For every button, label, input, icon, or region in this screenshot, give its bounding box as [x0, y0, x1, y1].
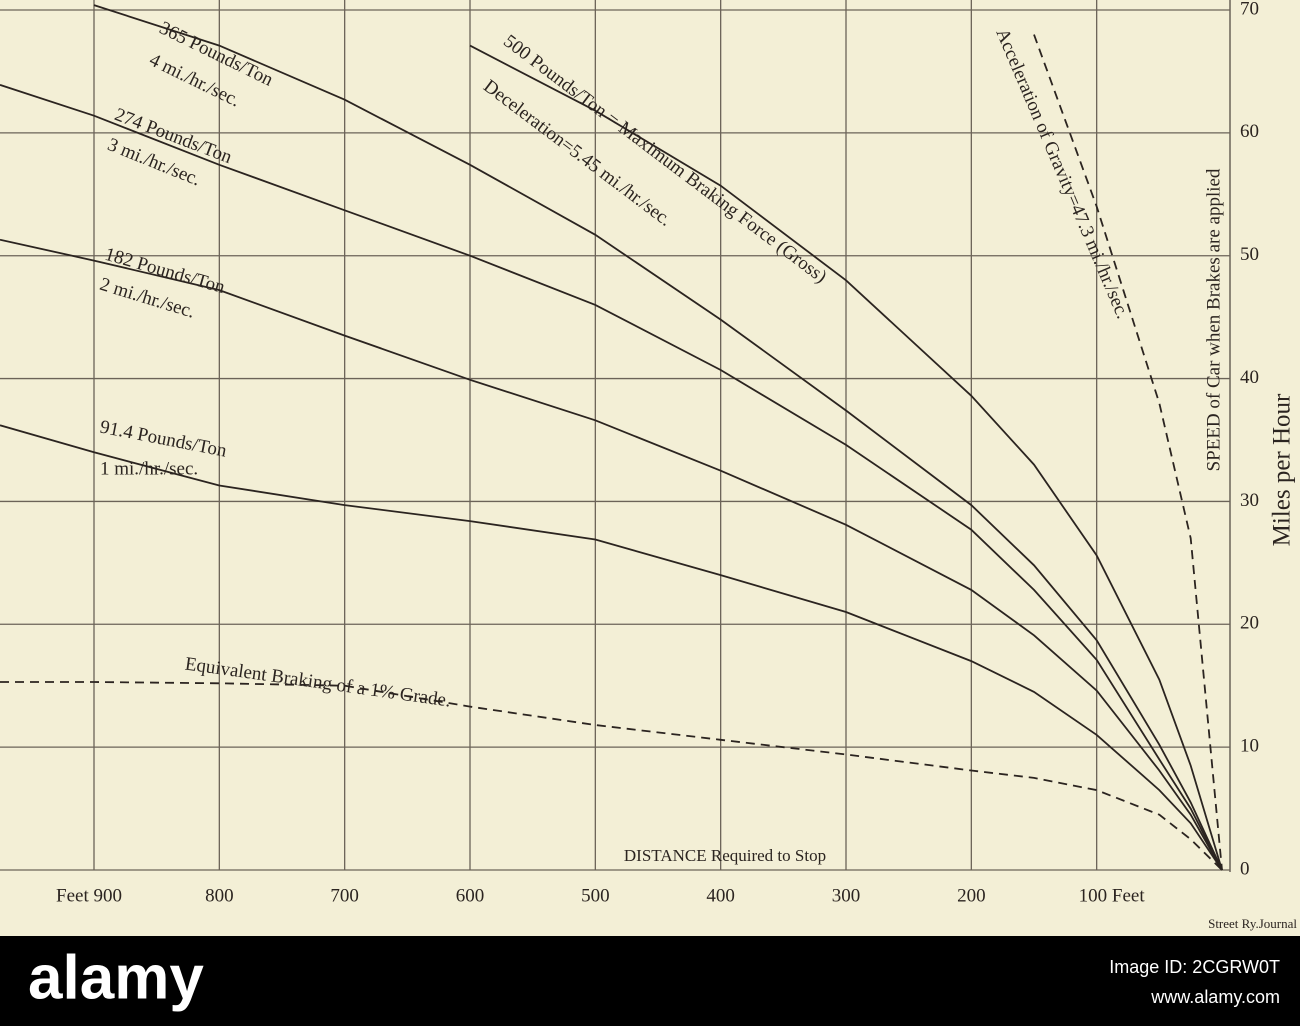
background: [0, 0, 1300, 936]
plot-area: [0, 0, 1230, 871]
x-tick-label: 200: [957, 885, 986, 906]
curve-rate: 1 mi./hr./sec.: [100, 458, 198, 479]
y-tick-label: 60: [1240, 121, 1259, 142]
banner: alamy Image ID: 2CGRW0T www.alamy.com: [0, 936, 1300, 1026]
url: www.alamy.com: [1150, 987, 1280, 1007]
y-axis-sublabel: SPEED of Car when Brakes are applied: [1203, 168, 1224, 471]
x-tick-label: 600: [456, 885, 485, 906]
curve: [1033, 34, 1223, 871]
y-tick-label: 10: [1240, 736, 1259, 757]
image-id: Image ID: 2CGRW0T: [1109, 957, 1280, 977]
x-axis-label: DISTANCE Required to Stop: [624, 846, 826, 865]
y-tick-label: 20: [1240, 613, 1259, 634]
source: Street Ry.Journal: [1208, 916, 1297, 931]
y-tick-label: 0: [1240, 858, 1250, 879]
x-tick-label: 300: [832, 885, 861, 906]
x-tick-label: 400: [706, 885, 735, 906]
curve: [0, 424, 1223, 871]
y-tick-label: 70: [1240, 0, 1259, 19]
x-tick-label: 100 Feet: [1079, 885, 1146, 906]
curve: [93, 4, 1223, 871]
curve: [0, 84, 1223, 871]
x-tick-label: Feet 900: [56, 885, 122, 906]
y-tick-label: 30: [1240, 490, 1259, 511]
y-axis-label: Miles per Hour: [1269, 393, 1296, 546]
banner-bg: [0, 936, 1300, 1026]
y-tick-label: 50: [1240, 244, 1259, 265]
x-tick-label: 700: [330, 885, 359, 906]
y-tick-label: 40: [1240, 367, 1259, 388]
curve: [0, 681, 1223, 871]
curve: [469, 44, 1223, 871]
curve: [0, 238, 1223, 871]
logo: alamy: [28, 943, 204, 1012]
x-tick-label: 500: [581, 885, 610, 906]
x-tick-label: 800: [205, 885, 234, 906]
